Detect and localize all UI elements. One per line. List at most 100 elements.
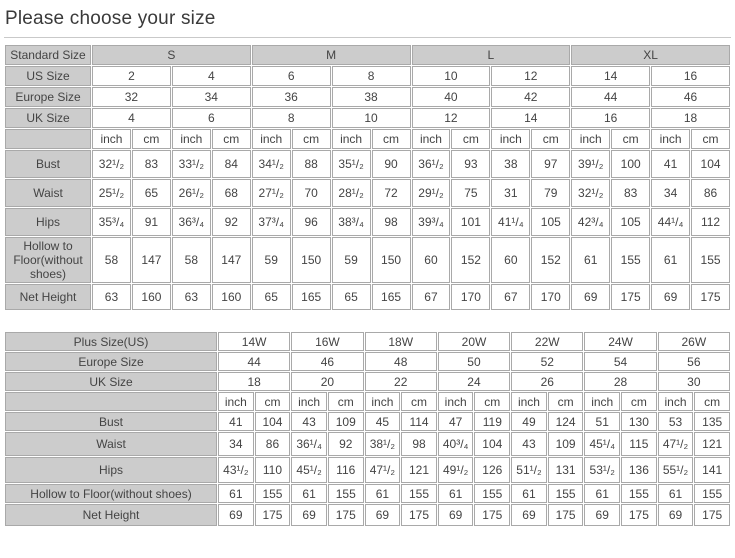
value-cell: 175 [694, 504, 730, 526]
value-cell: 59 [251, 237, 291, 283]
value-cell: 69 [364, 504, 401, 526]
value-cell: 4 [92, 108, 171, 128]
value-cell: 14W [218, 332, 291, 351]
value-cell: 147 [131, 237, 171, 283]
value-cell: cm [254, 392, 291, 411]
value-cell: 105 [531, 208, 571, 236]
value-cell: 96 [291, 208, 331, 236]
value-cell: 49 [511, 412, 547, 431]
value-cell: 155 [611, 237, 651, 283]
value-cell: 42 [491, 87, 571, 107]
value-cell: 24W [584, 332, 657, 351]
value-cell: 4 [171, 66, 251, 86]
value-cell: 67 [411, 284, 451, 310]
value-cell: 22 [364, 372, 437, 391]
value-cell: 67 [491, 284, 531, 310]
value-cell: 28¹/₂ [331, 179, 371, 207]
value-cell: 40³/₄ [437, 432, 474, 456]
value-cell: 34 [651, 179, 691, 207]
value-cell: 126 [474, 457, 511, 483]
value-cell: 58 [92, 237, 131, 283]
value-cell: inch [651, 129, 691, 149]
value-cell: 63 [171, 284, 211, 310]
value-cell: cm [621, 392, 657, 411]
table-row: Hips 35³/₄ 91 36³/₄ 92 37³/₄ 96 38³/₄ 98 39³/₄ 101… [5, 208, 730, 236]
value-cell: inch [331, 129, 371, 149]
value-cell: inch [657, 392, 694, 411]
value-cell: 65 [251, 284, 291, 310]
value-cell: cm [211, 129, 251, 149]
header-cell: Net Height [5, 284, 91, 310]
table-row: Hips 43¹/₂ 110 45¹/₂ 116 47¹/₂ 121 49¹/₂ 126 51¹/… [5, 457, 730, 483]
value-cell: cm [547, 392, 584, 411]
value-cell: 150 [291, 237, 331, 283]
value-cell: 175 [401, 504, 437, 526]
value-cell: 12 [491, 66, 571, 86]
value-cell: 32¹/₂ [92, 150, 131, 178]
value-cell: 25¹/₂ [92, 179, 131, 207]
table-row: inch cm inch cm inch cm inch cm inch cm inch cm inch… [5, 392, 730, 411]
header-cell: Hips [5, 457, 217, 483]
value-cell: 136 [621, 457, 657, 483]
value-cell: inch [571, 129, 611, 149]
header-cell: Plus Size(US) [5, 332, 217, 351]
value-cell: 61 [584, 484, 621, 503]
value-cell: 41 [218, 412, 254, 431]
value-cell: 155 [327, 484, 364, 503]
value-cell: 175 [547, 504, 584, 526]
value-cell: 34 [218, 432, 254, 456]
page-title: Please choose your size [5, 8, 216, 29]
value-cell: 36 [251, 87, 331, 107]
value-cell: 152 [451, 237, 491, 283]
value-cell: 51 [584, 412, 621, 431]
value-cell: 46 [651, 87, 730, 107]
value-cell: 61 [511, 484, 547, 503]
value-cell: 69 [584, 504, 621, 526]
value-cell: 50 [437, 352, 511, 371]
header-cell: Hollow to Floor(without shoes) [5, 484, 217, 503]
value-cell: 69 [571, 284, 611, 310]
value-cell: 175 [254, 504, 291, 526]
value-cell: 34¹/₂ [251, 150, 291, 178]
value-cell: 83 [131, 150, 171, 178]
header-cell: Standard Size [5, 45, 91, 65]
value-cell: 104 [474, 432, 511, 456]
header-cell: M [251, 45, 411, 65]
value-cell: 86 [691, 179, 730, 207]
value-cell: 29¹/₂ [411, 179, 451, 207]
value-cell: 16 [571, 108, 651, 128]
value-cell: 26W [657, 332, 730, 351]
value-cell: 63 [92, 284, 131, 310]
header-cell: Net Height [5, 504, 217, 526]
value-cell: 61 [437, 484, 474, 503]
size-chart-page: Please choose your size Standard Size S M L… [4, 8, 731, 526]
value-cell: 55¹/₂ [657, 457, 694, 483]
header-cell: Europe Size [5, 87, 91, 107]
value-cell: 150 [371, 237, 411, 283]
value-cell: 75 [451, 179, 491, 207]
table-row: Standard Size S M L XL [5, 45, 730, 65]
value-cell: 8 [331, 66, 411, 86]
value-cell: 61 [364, 484, 401, 503]
table-row: Bust 41 104 43 109 45 114 47 119 49 124 51 130 53 135 [5, 412, 730, 431]
value-cell: 2 [92, 66, 171, 86]
value-cell: 41¹/₄ [491, 208, 531, 236]
value-cell: inch [291, 392, 327, 411]
value-cell: 155 [547, 484, 584, 503]
value-cell: 22W [511, 332, 584, 351]
value-cell: 14 [571, 66, 651, 86]
value-cell: 38 [491, 150, 531, 178]
value-cell: 10 [411, 66, 491, 86]
value-cell: 160 [131, 284, 171, 310]
value-cell: 175 [691, 284, 730, 310]
value-cell: 14 [491, 108, 571, 128]
value-cell: cm [451, 129, 491, 149]
value-cell: cm [531, 129, 571, 149]
value-cell: 131 [547, 457, 584, 483]
value-cell: 38¹/₂ [364, 432, 401, 456]
value-cell: 119 [474, 412, 511, 431]
value-cell: 109 [547, 432, 584, 456]
value-cell: 155 [694, 484, 730, 503]
value-cell: 51¹/₂ [511, 457, 547, 483]
value-cell: inch [437, 392, 474, 411]
